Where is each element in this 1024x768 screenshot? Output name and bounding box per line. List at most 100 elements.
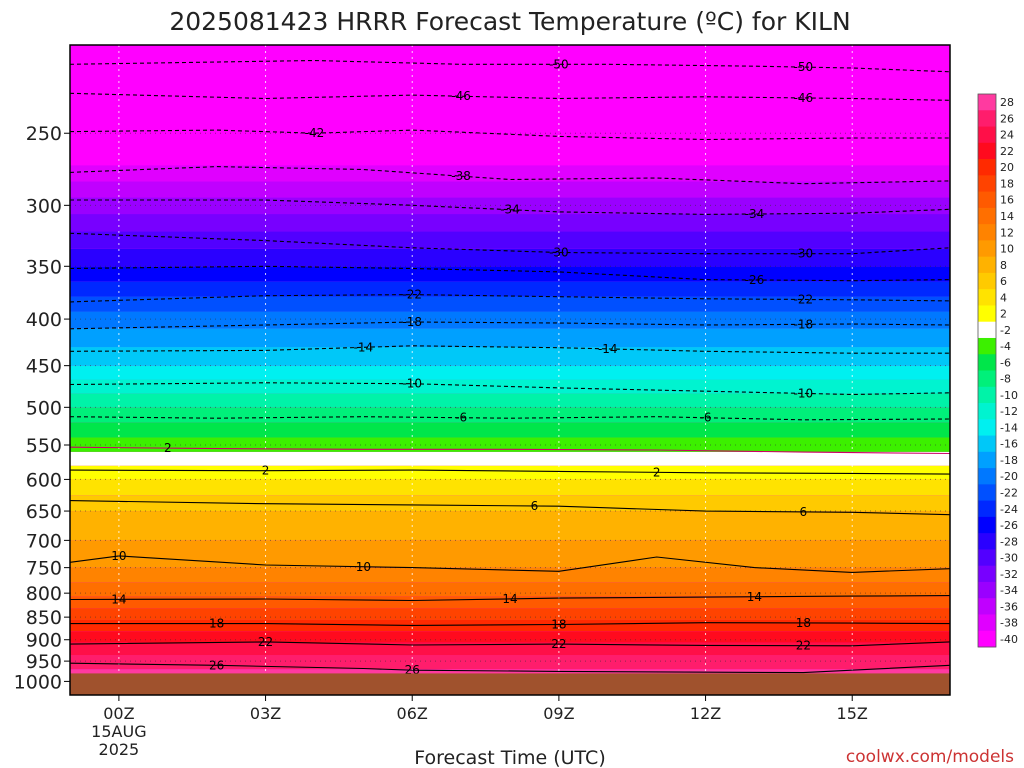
- temp-band--8: [70, 407, 950, 423]
- chart-title: 2025081423 HRRR Forecast Temperature (ºC…: [169, 7, 850, 36]
- isotherm--42-line: [70, 129, 950, 141]
- colorbar-label--30: -30: [1000, 552, 1018, 565]
- colorbar-label--38: -38: [1000, 617, 1018, 630]
- colorbar-swatch--4: [978, 337, 996, 355]
- isotherm-18-line: [70, 622, 950, 626]
- isotherm-label: 22: [796, 639, 811, 653]
- isotherm-label: 14: [747, 590, 762, 604]
- isotherm-2-line: [70, 446, 950, 455]
- colorbar-label--36: -36: [1000, 600, 1018, 613]
- colorbar-label--16: -16: [1000, 438, 1018, 451]
- y-tick-label-750: 750: [26, 558, 62, 580]
- colorbar-swatch-28: [978, 94, 996, 111]
- colorbar-swatch-14: [978, 207, 996, 225]
- colorbar-frame: [977, 93, 997, 648]
- temp-band-4: [70, 479, 950, 496]
- temp-band--22: [70, 296, 950, 312]
- colorbar: 28 26 24 22 20 18 16 14 12 10 8 6 4 2 -2 -4 -6 -8 -10 -12 -1…: [977, 93, 1018, 648]
- colorbar-label--12: -12: [1000, 405, 1018, 418]
- isotherm-label: -38: [451, 169, 471, 183]
- temp-band--10: [70, 393, 950, 408]
- isotherm-label: -14: [354, 340, 374, 354]
- isotherm-label: 10: [356, 560, 371, 574]
- colorbar-label--8: -8: [1000, 373, 1011, 386]
- colorbar-label-10: 10: [1000, 243, 1014, 256]
- y-tick-label-950: 950: [26, 651, 62, 673]
- colorbar-swatch--24: [978, 500, 996, 518]
- colorbar-swatch--16: [978, 435, 996, 453]
- temp-band--30: [70, 231, 950, 249]
- temp-band-12: [70, 567, 950, 583]
- colorbar-swatch--40: [978, 630, 996, 648]
- colorbar-label-26: 26: [1000, 112, 1014, 125]
- temp-band--12: [70, 379, 950, 394]
- y-tick-label-450: 450: [26, 356, 62, 378]
- colorbar-label-6: 6: [1000, 275, 1007, 288]
- colorbar-label-2: 2: [1000, 308, 1007, 321]
- x-tick-label-03Z: 03Z: [250, 704, 281, 723]
- colorbar-label--34: -34: [1000, 584, 1018, 597]
- y-tick-label-550: 550: [26, 435, 62, 457]
- isotherm-label: 2: [653, 465, 661, 479]
- colorbar-swatch-24: [978, 126, 996, 144]
- temp-band--2: [70, 451, 950, 466]
- temp-band-26: [70, 655, 950, 670]
- isotherm-label: -30: [549, 245, 569, 259]
- colorbar-swatch-16: [978, 191, 996, 209]
- colorbar-label--32: -32: [1000, 568, 1018, 581]
- colorbar-swatch-4: [978, 289, 996, 306]
- colorbar-label-20: 20: [1000, 161, 1014, 174]
- temp-band--6: [70, 422, 950, 438]
- colorbar-label-14: 14: [1000, 210, 1014, 223]
- temp-band--28: [70, 248, 950, 267]
- isotherm-label: 14: [111, 592, 126, 606]
- x-tick-year: 2025: [99, 740, 140, 759]
- colorbar-label--10: -10: [1000, 389, 1018, 402]
- isotherm-label: -10: [794, 386, 814, 400]
- x-tick-label-09Z: 09Z: [543, 704, 574, 723]
- colorbar-swatch-26: [978, 110, 996, 127]
- colorbar-swatch--26: [978, 516, 996, 534]
- colorbar-swatch--8: [978, 370, 996, 388]
- ground-below-surface: [70, 673, 950, 695]
- isotherm-label: 18: [209, 617, 224, 631]
- isotherm-label: -34: [745, 207, 765, 221]
- isotherm-label: -26: [745, 273, 765, 287]
- isotherm-label: 10: [111, 549, 126, 563]
- colorbar-label--4: -4: [1000, 340, 1011, 353]
- colorbar-swatch-18: [978, 175, 996, 192]
- temp-band-20: [70, 619, 950, 632]
- plot-frame: [69, 44, 951, 696]
- colorbar-swatch-2: [978, 305, 996, 323]
- y-tick-label-500: 500: [26, 397, 62, 419]
- isotherm-label: 2: [164, 441, 172, 455]
- colorbar-swatch--12: [978, 403, 996, 420]
- colorbar-label--26: -26: [1000, 519, 1018, 532]
- isotherm-label: -22: [402, 288, 422, 302]
- colorbar-swatch--20: [978, 468, 996, 485]
- isotherm-label: 22: [551, 637, 566, 651]
- colorbar-label--18: -18: [1000, 454, 1018, 467]
- isotherm-26-line: [70, 662, 950, 674]
- colorbar-swatch-10: [978, 240, 996, 258]
- colorbar-swatch--38: [978, 614, 996, 632]
- temp-band-22: [70, 631, 950, 643]
- y-tick-label-1000: 1000: [14, 671, 62, 693]
- colorbar-swatch--18: [978, 451, 996, 469]
- x-tick-date: 15AUG: [91, 722, 146, 741]
- x-tick-label-00Z: 00Z: [103, 704, 134, 723]
- isotherm-label: -50: [794, 60, 814, 74]
- x-tick-label-15Z: 15Z: [837, 704, 868, 723]
- isotherm-label: -42: [305, 126, 325, 140]
- temp-band--14: [70, 365, 950, 380]
- y-tick-label-700: 700: [26, 530, 62, 552]
- isotherm-label: -22: [794, 292, 814, 306]
- credit-link[interactable]: coolwx.com/models: [846, 747, 1014, 767]
- temperature-bands: [70, 45, 950, 695]
- isotherm-label: -6: [455, 411, 467, 425]
- temp-band--16: [70, 347, 950, 366]
- isotherm-label: -18: [402, 315, 422, 329]
- colorbar-swatch-8: [978, 256, 996, 274]
